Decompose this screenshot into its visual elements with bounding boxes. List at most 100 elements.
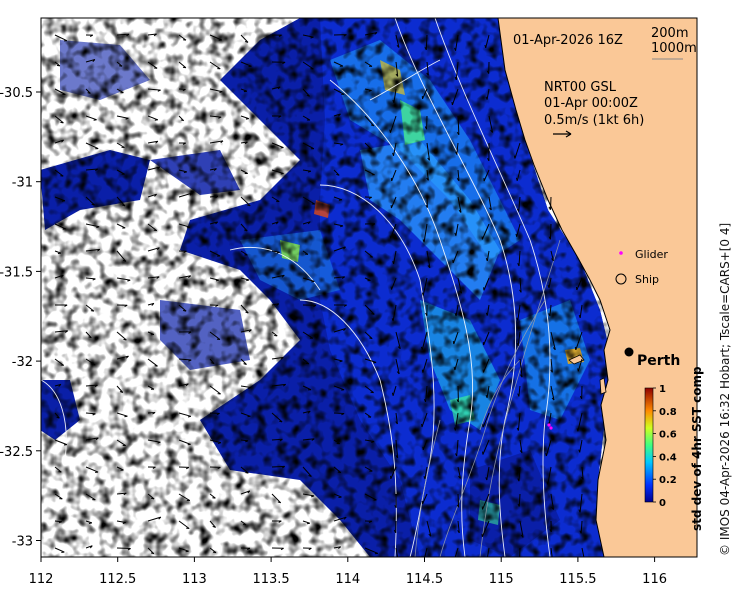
current-vector-head (579, 395, 583, 400)
current-vector-head (517, 262, 520, 267)
current-vector (54, 196, 66, 202)
current-vector (271, 465, 285, 468)
current-vector-head (119, 65, 123, 67)
current-vector (486, 250, 490, 262)
current-vector (486, 88, 490, 100)
current-vector-head (152, 466, 156, 469)
current-vector (116, 223, 126, 229)
current-vector-head (485, 477, 488, 481)
current-vector-head (394, 504, 397, 509)
current-vector (302, 331, 314, 339)
current-vector-head (64, 330, 68, 333)
current-vector (54, 330, 68, 333)
current-vector (302, 221, 311, 225)
current-vector (209, 168, 217, 171)
current-vector (390, 196, 397, 209)
current-vector (455, 34, 459, 51)
current-vector (85, 412, 96, 415)
current-vector-head (243, 363, 247, 365)
current-vector-head (64, 304, 68, 307)
colorbar-tick-label: 1 (659, 384, 666, 395)
current-vector (209, 61, 221, 70)
current-vector-head (368, 196, 372, 200)
current-vector-head (516, 342, 519, 346)
current-vector (116, 466, 124, 471)
current-vector (454, 358, 459, 371)
current-vector-head (245, 472, 249, 474)
current-vector (425, 385, 428, 402)
current-vector-head (546, 481, 549, 485)
current-vector (302, 410, 311, 414)
current-vector (147, 166, 160, 171)
current-vector-head (91, 203, 95, 206)
current-vector-head (338, 546, 342, 549)
current-vector (333, 516, 347, 522)
x-tick-label: 116 (642, 572, 667, 587)
current-vector-head (215, 279, 219, 282)
current-vector (364, 304, 375, 315)
current-vector-head (389, 235, 392, 239)
current-vector (54, 61, 61, 67)
current-vector-head (453, 427, 456, 431)
current-vector (271, 331, 278, 337)
current-vector (271, 438, 283, 441)
current-vector (581, 547, 585, 557)
current-vector (85, 142, 99, 150)
colorbar-tick-label: 0.8 (659, 407, 677, 418)
current-vector-head (341, 276, 345, 279)
current-vector (240, 34, 249, 43)
current-vector (116, 520, 126, 523)
current-vector (580, 520, 583, 534)
current-vector (486, 466, 490, 481)
current-vector-head (282, 61, 286, 65)
current-vector (147, 247, 160, 252)
current-vector-head (552, 347, 556, 351)
current-vector-head (457, 530, 460, 534)
current-vector (302, 358, 310, 365)
current-vector (364, 493, 377, 501)
current-vector-head (280, 173, 284, 175)
current-vector (421, 331, 428, 350)
current-vector (389, 115, 397, 133)
current-vector (116, 250, 127, 262)
current-vector-head (370, 124, 375, 127)
current-vector-head (277, 86, 281, 90)
current-vector-head (578, 314, 581, 319)
current-vector (426, 250, 431, 268)
current-vector-head (519, 374, 523, 378)
current-vector-head (156, 276, 160, 279)
current-vector-head (343, 246, 346, 250)
current-vector-head (124, 415, 128, 418)
current-vector (209, 547, 217, 553)
current-vector-head (189, 192, 193, 196)
current-vector-head (369, 337, 373, 340)
current-vector (333, 493, 342, 498)
current-vector (209, 115, 222, 118)
current-vector (392, 385, 397, 396)
current-vector (240, 358, 247, 365)
current-vector (147, 61, 158, 69)
current-vector-head (119, 391, 123, 393)
current-vector (454, 547, 459, 557)
current-vector-head (428, 533, 432, 537)
current-vector (116, 169, 125, 175)
current-vector (54, 34, 68, 42)
current-vector-head (215, 304, 219, 308)
x-tick-label: 114 (335, 572, 360, 587)
current-vector (455, 61, 459, 80)
current-vector (364, 385, 374, 393)
current-vector-head (56, 64, 60, 67)
current-vector-head (372, 223, 376, 226)
current-vector-head (185, 383, 189, 387)
current-vector (425, 34, 428, 50)
current-vector-head (343, 34, 347, 37)
current-vector (426, 520, 432, 537)
current-vector-head (455, 453, 458, 457)
current-vector (364, 358, 377, 363)
current-vector-head (583, 558, 585, 560)
contour-label-1000m: 1000m (651, 41, 697, 56)
plot-frame (40, 17, 698, 558)
current-vector (519, 520, 524, 538)
current-vector-head (519, 450, 523, 454)
current-vector-head (183, 250, 187, 254)
